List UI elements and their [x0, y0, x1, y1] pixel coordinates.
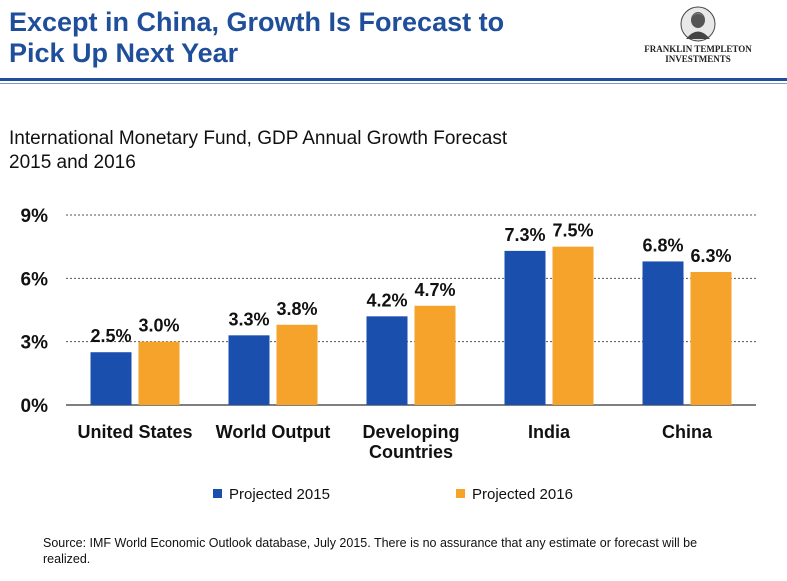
legend-swatch-2016 — [456, 489, 465, 498]
bar-2015 — [642, 261, 684, 405]
y-tick-label: 0% — [21, 396, 49, 417]
header-divider — [0, 78, 787, 81]
legend-item-2016: Projected 2016 — [456, 486, 573, 506]
subtitle-line-2: 2015 and 2016 — [9, 152, 136, 173]
chart-subtitle: International Monetary Fund, GDP Annual … — [9, 127, 507, 175]
title-line-1: Except in China, Growth Is Forecast to — [9, 7, 505, 37]
bar-2015 — [90, 352, 132, 405]
bar-2015 — [228, 335, 270, 405]
x-tick-label: World Output — [216, 422, 331, 442]
data-label: 3.0% — [138, 316, 179, 336]
bar-2016 — [552, 246, 594, 405]
x-tick-label: India — [528, 422, 571, 442]
legend-label-2016: Projected 2016 — [472, 486, 573, 503]
page-title: Except in China, Growth Is Forecast to P… — [9, 7, 609, 69]
bar-2015 — [504, 250, 546, 405]
data-label: 4.7% — [414, 280, 455, 300]
data-label: 4.2% — [366, 290, 407, 310]
data-label: 7.3% — [504, 225, 545, 245]
company-logo: FRANKLIN TEMPLETON INVESTMENTS — [628, 6, 768, 66]
data-label: 6.3% — [690, 246, 731, 266]
bar-2016 — [276, 324, 318, 405]
title-line-2: Pick Up Next Year — [9, 38, 239, 68]
legend-item-2015: Projected 2015 — [213, 486, 330, 506]
subtitle-line-1: International Monetary Fund, GDP Annual … — [9, 128, 508, 149]
bar-chart: 0% 3% 6% 9% 2.5% 3.0% United States 3.3% 3.8% Wor… — [21, 206, 756, 462]
logo-text-line-1: FRANKLIN TEMPLETON — [644, 44, 752, 54]
data-label: 3.8% — [276, 299, 317, 319]
portrait-medallion-icon — [680, 6, 716, 42]
bar-2016 — [138, 341, 180, 405]
data-label: 2.5% — [90, 326, 131, 346]
bar-2015 — [366, 316, 408, 405]
legend-label-2015: Projected 2015 — [229, 486, 330, 503]
y-tick-label: 6% — [21, 269, 49, 290]
x-tick-label: Developing — [362, 422, 459, 442]
y-tick-label: 3% — [21, 333, 49, 354]
x-tick-label: United States — [77, 422, 192, 442]
logo-text-line-2: INVESTMENTS — [665, 54, 731, 64]
x-tick-label: Countries — [369, 442, 453, 462]
data-label: 7.5% — [552, 221, 593, 241]
bar-2016 — [414, 305, 456, 405]
bar-2016 — [690, 272, 732, 405]
legend-swatch-2015 — [213, 489, 222, 498]
y-tick-label: 9% — [21, 206, 49, 227]
x-tick-label: China — [662, 422, 713, 442]
data-label: 3.3% — [228, 309, 269, 329]
source-note: Source: IMF World Economic Outlook datab… — [43, 536, 698, 566]
header-divider-thin — [0, 83, 787, 84]
data-label: 6.8% — [642, 235, 683, 255]
